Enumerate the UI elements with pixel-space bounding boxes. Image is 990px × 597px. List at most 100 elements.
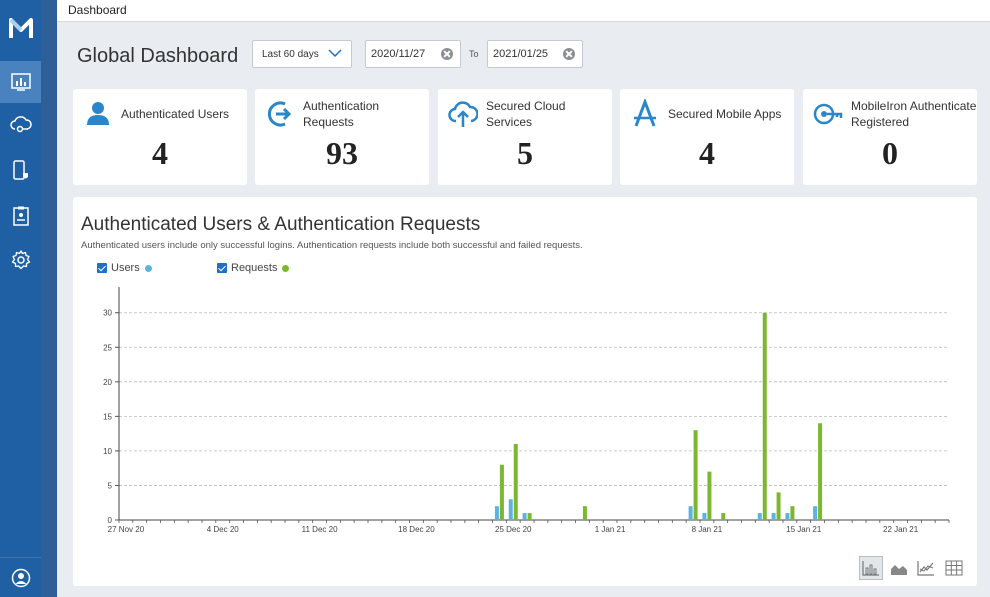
users-bar [702,513,707,520]
legend-requests-dot [282,264,290,272]
card-label: Authenticated Users [121,107,230,121]
users-bar [688,506,693,520]
clipboard-icon [12,206,29,226]
card-label: Secured Cloud Services [486,99,566,129]
clear-date-from-icon[interactable] [441,48,453,60]
sidebar-item-dashboard[interactable] [0,61,41,103]
card-authenticated-users[interactable]: Authenticated Users 4 [73,89,247,185]
legend-requests[interactable]: Requests [217,262,290,274]
chart-panel: Authenticated Users & Authentication Req… [73,197,977,586]
to-label: To [469,49,479,59]
sidebar-item-policies[interactable] [0,195,41,237]
x-tick-label: 8 Jan 21 [692,525,723,534]
users-bar [508,499,513,520]
user-icon [11,568,30,587]
cloud-key-icon [9,116,32,133]
y-tick-label: 0 [108,516,113,525]
users-bar [757,513,762,520]
card-value: 93 [326,135,358,171]
cloud-upload-icon [448,101,478,127]
sidebar-item-settings[interactable] [0,239,41,281]
chart-title: Authenticated Users & Authentication Req… [81,214,481,235]
legend-users-checkbox[interactable] [97,263,107,273]
line-chart-view-icon [917,561,934,576]
x-tick-label: 15 Jan 21 [786,525,822,534]
requests-bar [693,430,698,520]
mobile-shield-icon [12,160,28,180]
app-store-icon [634,99,656,127]
requests-bar [762,312,767,520]
y-tick-label: 5 [108,481,113,490]
x-tick-label: 11 Dec 20 [302,525,338,534]
users-bar [494,506,499,520]
legend-users-dot [144,264,152,272]
bar-chart-view-icon [862,561,879,576]
user-icon [87,102,109,125]
requests-bar [790,506,795,520]
card-mobileiron-authenticate[interactable]: MobileIron Authenticate Registered 0 [803,89,977,185]
sidebar-item-devices[interactable] [0,150,41,192]
legend-requests-checkbox[interactable] [217,263,227,273]
x-tick-label: 18 Dec 20 [398,525,435,534]
requests-bar [499,464,504,520]
table-view-button[interactable] [942,556,966,580]
card-value: 0 [882,135,898,171]
page-title: Global Dashboard [77,45,239,67]
date-from-value: 2020/11/27 [371,48,426,60]
clear-date-to-icon[interactable] [563,48,575,60]
date-to-field[interactable]: 2021/01/25 [487,40,583,68]
users-bar [813,506,818,520]
requests-bar [721,513,726,520]
date-from-field[interactable]: 2020/11/27 [365,40,461,68]
y-tick-label: 15 [103,412,112,421]
legend-users-label: Users [111,262,140,274]
date-range-value: Last 60 days [262,49,319,60]
x-tick-label: 4 Dec 20 [207,525,240,534]
table-view-icon [945,560,963,576]
x-tick-label: 27 Nov 20 [108,525,145,534]
mobileiron-logo[interactable] [0,0,41,57]
gear-icon [11,250,30,270]
card-secured-cloud-services[interactable]: Secured Cloud Services 5 [438,89,612,185]
card-secured-mobile-apps[interactable]: Secured Mobile Apps 4 [620,89,794,185]
card-label: MobileIron Authenticate Registered [851,99,977,129]
sidebar-edge [41,0,57,597]
y-tick-label: 20 [103,378,112,387]
topbar: Dashboard [57,0,990,22]
y-tick-label: 30 [103,309,112,318]
card-label: Secured Mobile Apps [668,107,782,121]
login-arrow-icon [267,101,292,127]
sidebar-user[interactable] [0,557,41,597]
requests-bar [818,423,823,520]
bar-chart-icon [10,73,31,91]
legend-users[interactable]: Users [97,262,152,274]
users-bar [785,513,790,520]
sidebar-item-cloud[interactable] [0,104,41,146]
x-tick-label: 25 Dec 20 [495,525,532,534]
bar-chart: 0 5 10 15 20 25 30 27 Nov 20 4 Dec 20 11 Dec 20 18… [103,287,950,534]
chart-subtitle: Authenticated users include only success… [81,240,583,251]
requests-bar [707,471,712,520]
requests-bar [513,444,518,520]
key-icon [813,103,843,125]
requests-bar [527,513,532,520]
card-value: 4 [152,135,168,171]
card-authentication-requests[interactable]: Authentication Requests 93 [255,89,429,185]
card-value: 5 [517,135,533,171]
y-tick-label: 25 [103,343,112,352]
requests-bar [776,492,781,520]
chevron-down-icon [328,49,342,58]
requests-bar [582,506,587,520]
bar-view-button[interactable] [859,556,883,580]
date-to-value: 2021/01/25 [493,48,549,60]
card-label: Authentication Requests [303,99,380,129]
sidebar [0,0,57,597]
users-bar [771,513,776,520]
date-range-select[interactable]: Last 60 days [252,40,352,68]
users-bar [522,513,527,520]
breadcrumb: Dashboard [68,3,127,17]
line-view-button[interactable] [914,556,938,580]
x-tick-label: 1 Jan 21 [595,525,626,534]
area-view-button[interactable] [887,556,911,580]
card-value: 4 [699,135,715,171]
